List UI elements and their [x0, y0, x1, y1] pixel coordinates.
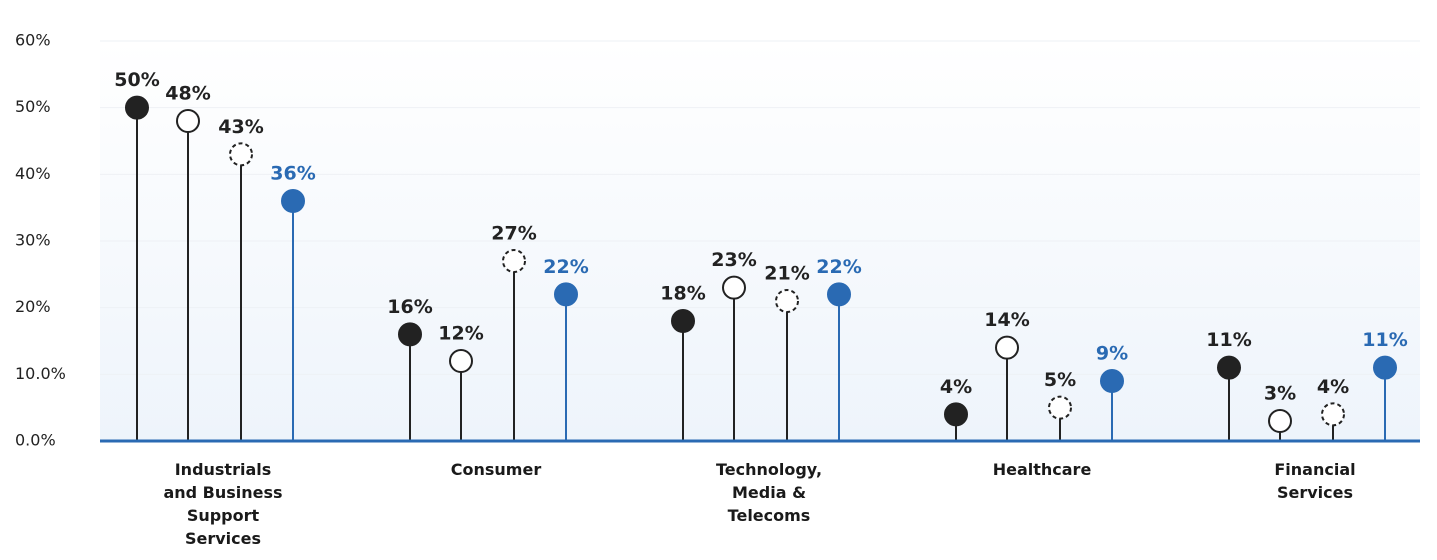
x-tick-label: Industrials and Business Support Service… [163, 460, 283, 548]
marker [827, 282, 851, 307]
y-tick-label: 60% [15, 31, 51, 50]
x-tick-label: Consumer [450, 460, 542, 479]
marker [1373, 355, 1397, 380]
value-label: 50% [114, 69, 159, 91]
marker [1100, 369, 1124, 393]
x-tick-label: Financial Services [1274, 460, 1356, 502]
value-label: 14% [984, 309, 1029, 331]
y-tick-label: 0.0% [15, 431, 56, 450]
value-label: 5% [1044, 369, 1076, 391]
value-label: 4% [1317, 376, 1349, 398]
marker [1217, 355, 1241, 380]
value-label: 11% [1206, 329, 1251, 351]
marker [775, 289, 799, 313]
value-label: 4% [940, 376, 972, 398]
x-tick-label: Healthcare [992, 460, 1092, 479]
marker [229, 142, 253, 167]
y-tick-label: 30% [15, 231, 51, 250]
value-label: 48% [165, 83, 210, 105]
value-label: 43% [218, 116, 263, 138]
value-label: 12% [438, 323, 483, 345]
value-label: 18% [660, 283, 705, 305]
marker [1268, 409, 1292, 433]
marker [1321, 402, 1345, 427]
y-tick-label: 20% [15, 297, 51, 316]
value-label: 16% [387, 296, 432, 318]
y-tick-label: 50% [15, 97, 51, 116]
marker [671, 309, 695, 333]
value-label: 22% [816, 256, 861, 278]
x-tick-label: Technology, Media & Telecoms [715, 460, 823, 525]
marker [1048, 395, 1072, 420]
value-label: 11% [1362, 329, 1407, 351]
y-tick-label: 10.0% [15, 364, 66, 383]
value-label: 36% [270, 163, 315, 185]
y-tick-label: 40% [15, 164, 51, 183]
value-label: 21% [764, 263, 809, 285]
marker [281, 189, 305, 213]
marker [944, 402, 968, 427]
value-label: 3% [1264, 383, 1296, 405]
marker [995, 335, 1019, 360]
value-label: 27% [491, 223, 536, 245]
value-label: 23% [711, 249, 756, 271]
value-label: 22% [543, 256, 588, 278]
marker [449, 349, 473, 373]
value-label: 9% [1096, 343, 1128, 365]
marker [502, 249, 526, 273]
marker [554, 282, 578, 307]
marker [398, 322, 422, 347]
marker [176, 109, 200, 133]
marker [722, 275, 746, 300]
marker [125, 95, 149, 120]
